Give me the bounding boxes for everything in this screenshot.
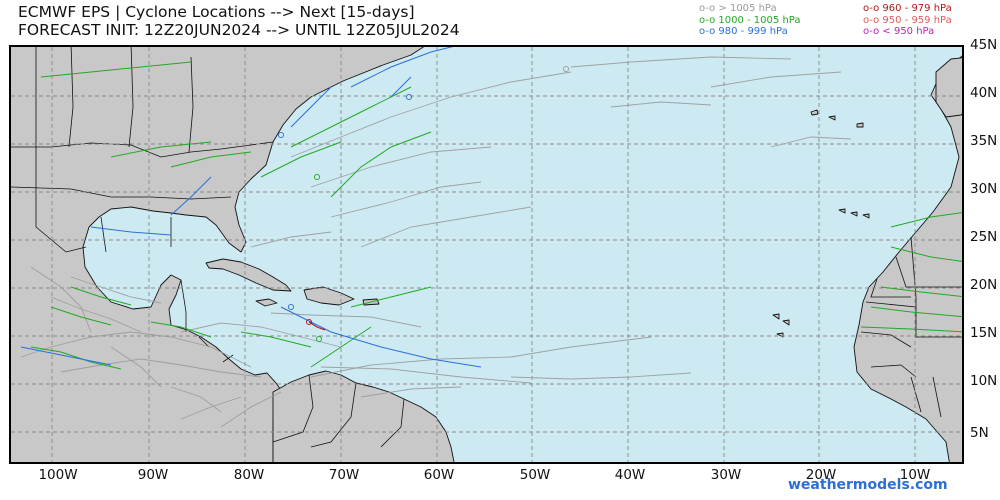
cape-verde-islands [772, 313, 790, 338]
canary-islands [838, 208, 870, 219]
azores-islands [810, 109, 864, 128]
north-america-landmass [11, 47, 425, 462]
credit-link[interactable]: weathermodels.com [788, 477, 948, 493]
tracks-980-999hpa [20, 47, 482, 368]
legend-entry-above-1005: o-o > 1005 hPa [699, 3, 777, 14]
tracks-above-1005hpa [20, 56, 852, 428]
lat-label-10n: 10N [970, 373, 998, 389]
lat-label-35n: 35N [970, 133, 998, 149]
cyclone-track-map [11, 47, 962, 462]
lat-label-40n: 40N [970, 85, 998, 101]
lon-label-70w: 70W [328, 467, 360, 483]
jamaica-island [255, 298, 278, 307]
political-borders [11, 47, 962, 448]
tracks-960-979hpa [308, 321, 326, 331]
lon-label-10w: 10W [899, 467, 931, 483]
pressure-legend-left: o-o > 1005 hPa o-o 1000 - 1005 hPa o-o 9… [699, 3, 800, 38]
lon-label-50w: 50W [519, 467, 551, 483]
lat-label-15n: 15N [970, 325, 998, 341]
lon-label-90w: 90W [137, 467, 169, 483]
legend-entry-980-999: o-o 980 - 999 hPa [699, 26, 788, 38]
legend-entry-1000-1005: o-o 1000 - 1005 hPa [699, 14, 801, 26]
lon-label-100w: 100W [38, 467, 78, 483]
legend-entry-960-979: o-o 960 - 979 hPa [863, 3, 952, 14]
map-title: ECMWF EPS | Cyclone Locations --> Next [… [18, 3, 415, 21]
africa-landmass [853, 55, 962, 462]
lon-label-80w: 80W [233, 467, 265, 483]
track-markers [277, 65, 570, 343]
legend-entry-below-950: o-o < 950 hPa [863, 26, 935, 38]
legend-entry-950-959: o-o 950 - 959 hPa [863, 14, 952, 26]
lat-label-25n: 25N [970, 229, 998, 245]
lat-label-20n: 20N [970, 277, 998, 293]
cuba-island [205, 258, 292, 292]
lat-label-45n: 45N [970, 37, 998, 53]
south-america-landmass [272, 370, 455, 462]
land-layer [11, 47, 962, 462]
iberia-landmass [935, 57, 962, 118]
map-frame[interactable] [9, 45, 964, 464]
lon-label-30w: 30W [710, 467, 742, 483]
lat-label-30n: 30N [970, 181, 998, 197]
lon-label-60w: 60W [423, 467, 455, 483]
pressure-legend-right: o-o 960 - 979 hPa o-o 950 - 959 hPa o-o … [863, 3, 952, 38]
lat-lon-gridlines [11, 47, 962, 462]
forecast-init-subtitle: FORECAST INIT: 12Z20JUN2024 --> UNTIL 12… [18, 21, 460, 39]
lon-label-20w: 20W [805, 467, 837, 483]
lat-label-5n: 5N [970, 425, 989, 441]
lon-label-40w: 40W [614, 467, 646, 483]
hispaniola-island [303, 286, 355, 306]
